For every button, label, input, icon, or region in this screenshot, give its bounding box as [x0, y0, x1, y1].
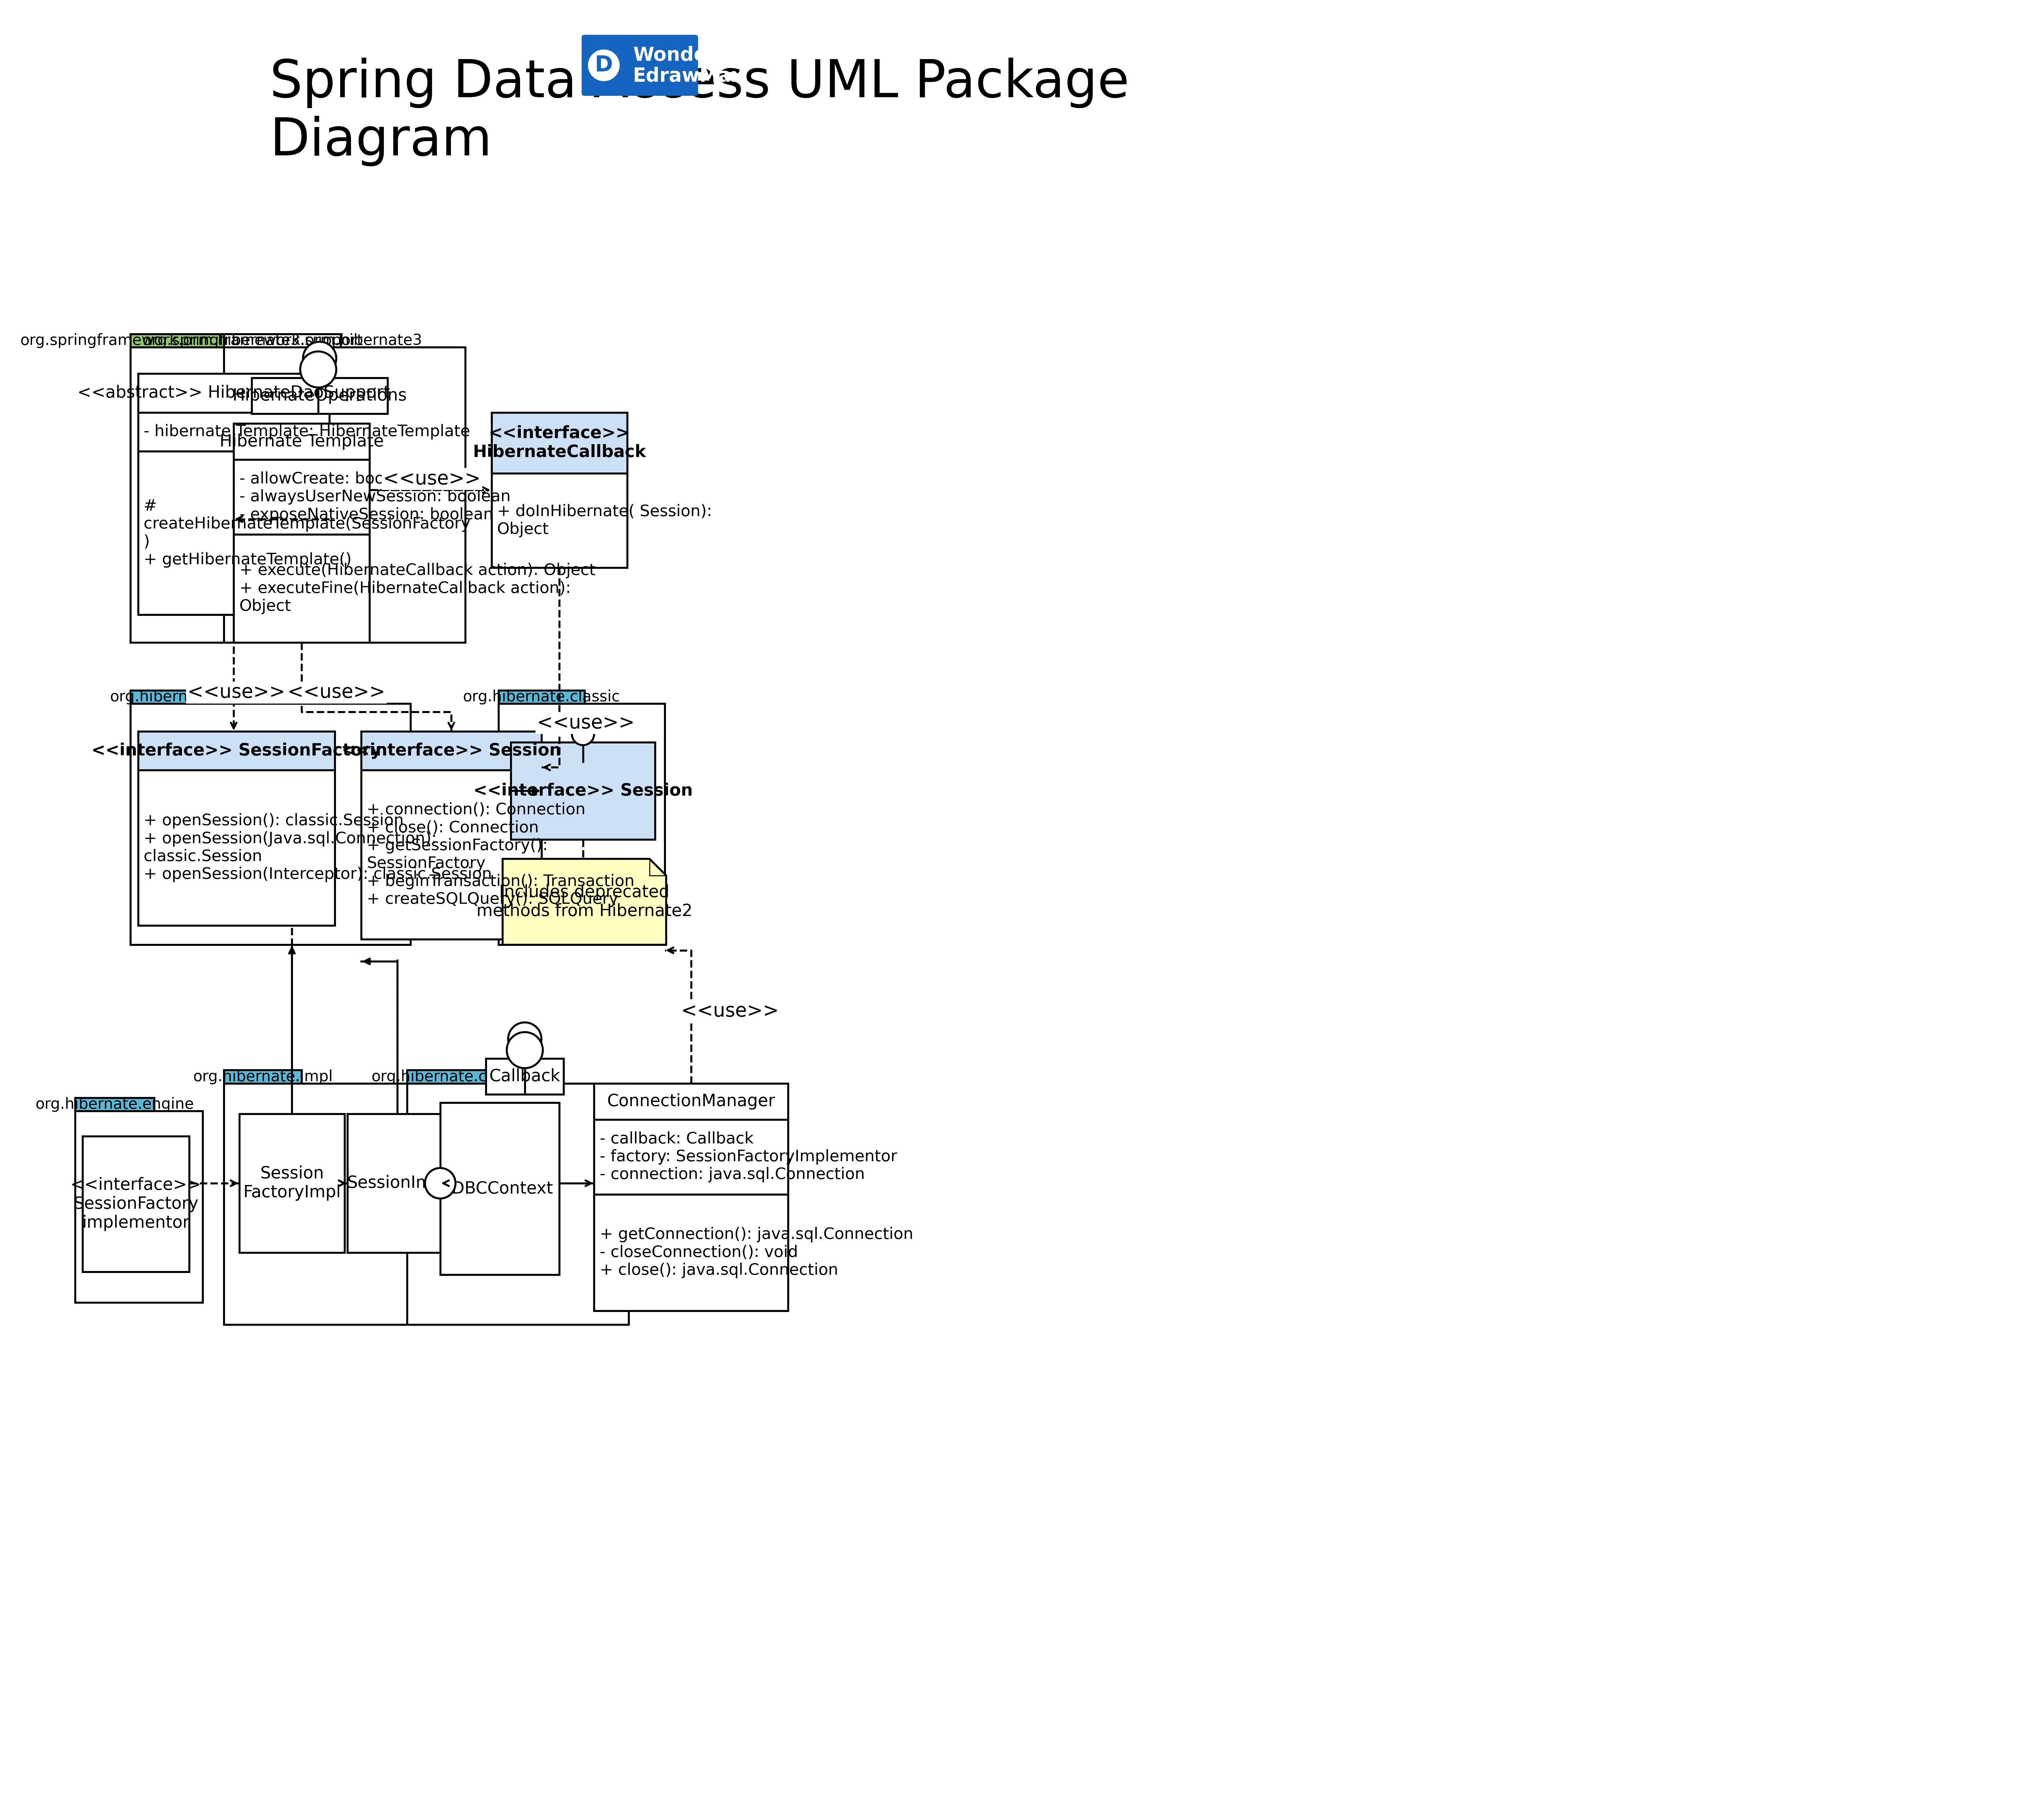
FancyBboxPatch shape: [491, 413, 628, 474]
FancyBboxPatch shape: [511, 742, 654, 840]
Text: HibernateOperations: HibernateOperations: [233, 387, 407, 404]
Text: <<use>>: <<use>>: [538, 713, 634, 733]
Text: <<use>>: <<use>>: [681, 1003, 779, 1021]
FancyBboxPatch shape: [139, 451, 329, 615]
Text: EdrawMax: EdrawMax: [634, 67, 744, 85]
Text: D: D: [595, 54, 613, 76]
FancyBboxPatch shape: [491, 474, 628, 568]
FancyBboxPatch shape: [225, 1070, 303, 1084]
FancyBboxPatch shape: [225, 348, 466, 643]
FancyBboxPatch shape: [139, 413, 329, 451]
Text: Includes deprecated
methods from Hibernate2: Includes deprecated methods from Hiberna…: [476, 883, 693, 919]
Text: <<interface>>
HibernateCallback: <<interface>> HibernateCallback: [472, 425, 646, 460]
Text: <<interface>> SessionFactory: <<interface>> SessionFactory: [92, 742, 382, 758]
FancyBboxPatch shape: [131, 348, 341, 643]
Circle shape: [300, 351, 337, 387]
Text: Wondershare: Wondershare: [634, 45, 777, 65]
FancyBboxPatch shape: [139, 731, 335, 769]
Text: <<use>>: <<use>>: [288, 682, 384, 702]
FancyBboxPatch shape: [407, 1084, 630, 1325]
FancyBboxPatch shape: [225, 335, 341, 348]
FancyBboxPatch shape: [407, 1070, 493, 1084]
FancyBboxPatch shape: [82, 1137, 190, 1272]
Text: ConnectionManager: ConnectionManager: [607, 1093, 775, 1110]
Text: Session
FactoryImpl: Session FactoryImpl: [243, 1166, 341, 1200]
FancyBboxPatch shape: [595, 1195, 789, 1310]
Text: <<interface>> Session: <<interface>> Session: [341, 742, 560, 758]
FancyBboxPatch shape: [486, 1059, 564, 1095]
Text: JDBCContext: JDBCContext: [448, 1180, 554, 1196]
Text: - allowCreate: boolean
- alwaysUserNewSession: boolean
- exposeNativeSession: bo: - allowCreate: boolean - alwaysUserNewSe…: [239, 471, 511, 523]
Text: #
createHibernateTemplate(SessionFactory
)
+ getHibernateTemplate(): # createHibernateTemplate(SessionFactory…: [143, 498, 470, 568]
FancyBboxPatch shape: [76, 1099, 153, 1111]
Circle shape: [303, 342, 337, 375]
Text: Spring Data Access UML Package: Spring Data Access UML Package: [270, 58, 1128, 109]
Text: + doInHibernate( Session):
Object: + doInHibernate( Session): Object: [497, 503, 711, 538]
Text: - callback: Callback
- factory: SessionFactoryImplementor
- connection: java.sql: - callback: Callback - factory: SessionF…: [599, 1131, 897, 1182]
FancyBboxPatch shape: [139, 769, 335, 925]
FancyBboxPatch shape: [233, 424, 370, 460]
Text: org.hibernate.impl: org.hibernate.impl: [192, 1070, 333, 1084]
FancyBboxPatch shape: [362, 731, 542, 769]
Text: org.hibernate.classic: org.hibernate.classic: [462, 690, 619, 704]
Text: Diagram: Diagram: [270, 116, 493, 167]
Circle shape: [425, 1167, 456, 1198]
Text: <<interface>>
SessionFactory
implementor: <<interface>> SessionFactory implementor: [72, 1176, 202, 1231]
FancyBboxPatch shape: [595, 1084, 789, 1119]
Text: Callback: Callback: [489, 1068, 560, 1084]
Text: SessionImpl: SessionImpl: [347, 1175, 448, 1191]
Polygon shape: [503, 858, 666, 945]
FancyBboxPatch shape: [439, 1102, 560, 1274]
Circle shape: [509, 1023, 542, 1055]
FancyBboxPatch shape: [131, 690, 192, 704]
Circle shape: [572, 722, 595, 746]
FancyBboxPatch shape: [225, 1084, 407, 1325]
Text: org.hibernate.classic: org.hibernate.classic: [372, 1070, 529, 1084]
FancyBboxPatch shape: [76, 1111, 202, 1303]
Text: <<interface>> Session: <<interface>> Session: [474, 782, 693, 798]
FancyBboxPatch shape: [347, 1113, 448, 1253]
Text: + execute(HibernateCallback action): Object
+ executeFine(HibernateCallback acti: + execute(HibernateCallback action): Obj…: [239, 563, 595, 614]
Text: + openSession(): classic.Session
+ openSession(Java.sql.Connection):
classic.Ses: + openSession(): classic.Session + openS…: [143, 813, 493, 881]
Text: org.springframework.orm.hibernate3: org.springframework.orm.hibernate3: [143, 333, 423, 348]
FancyBboxPatch shape: [251, 378, 388, 414]
FancyBboxPatch shape: [595, 1119, 789, 1195]
FancyBboxPatch shape: [239, 1113, 345, 1253]
FancyBboxPatch shape: [233, 460, 370, 534]
FancyBboxPatch shape: [499, 704, 664, 945]
Circle shape: [507, 1032, 544, 1068]
Text: + getConnection(): java.sql.Connection
- closeConnection(): void
+ close(): java: + getConnection(): java.sql.Connection -…: [599, 1227, 914, 1278]
FancyBboxPatch shape: [139, 373, 329, 413]
Text: <<abstract>> HibernateDaoSupport: <<abstract>> HibernateDaoSupport: [78, 386, 390, 402]
FancyBboxPatch shape: [131, 704, 411, 945]
Text: org.hibernate: org.hibernate: [110, 690, 213, 704]
Text: - hibernate Template: HibernateTemplate: - hibernate Template: HibernateTemplate: [143, 424, 470, 440]
Text: <<use>>: <<use>>: [382, 469, 480, 489]
Text: org.springframework.orm.hibernate3.support: org.springframework.orm.hibernate3.suppo…: [20, 333, 364, 348]
FancyBboxPatch shape: [583, 34, 699, 96]
Text: org.hibernate.engine: org.hibernate.engine: [35, 1097, 194, 1111]
Text: + connection(): Connection
+ close(): Connection
+ getSessionFactory():
SessionF: + connection(): Connection + close(): Co…: [366, 802, 634, 907]
FancyBboxPatch shape: [233, 534, 370, 643]
Text: Hibernate Template: Hibernate Template: [219, 433, 384, 449]
FancyBboxPatch shape: [131, 335, 253, 348]
Circle shape: [589, 51, 619, 81]
Text: <<use>>: <<use>>: [188, 682, 286, 702]
FancyBboxPatch shape: [362, 769, 542, 939]
FancyBboxPatch shape: [499, 690, 585, 704]
